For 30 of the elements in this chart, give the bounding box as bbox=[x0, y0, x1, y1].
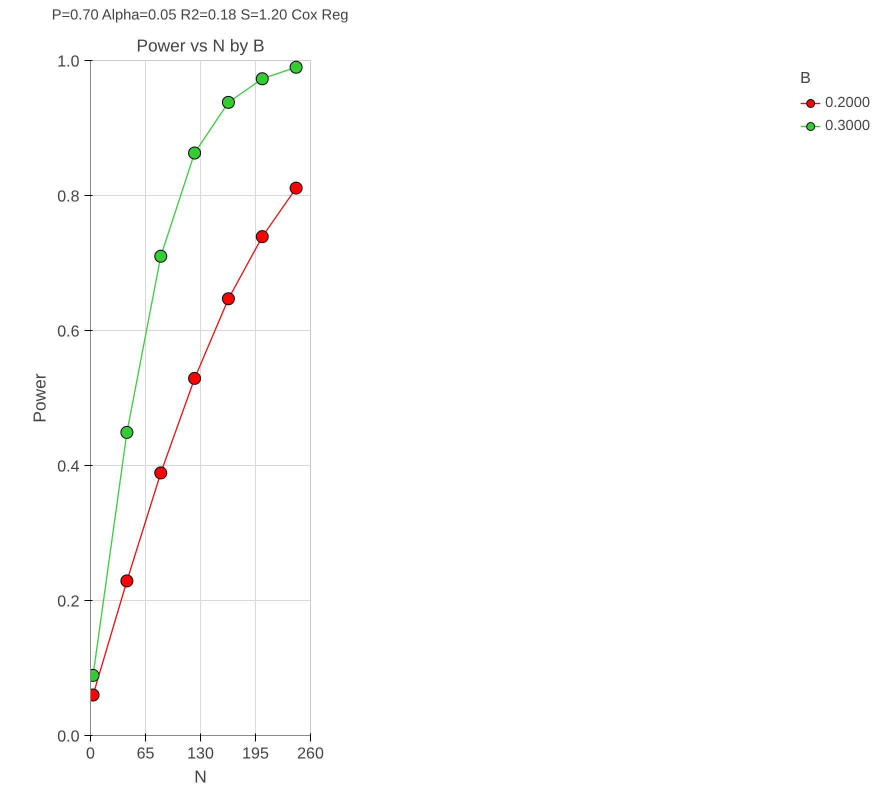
point bbox=[120, 574, 134, 588]
chart-subtitle: P=0.70 Alpha=0.05 R2=0.18 S=1.20 Cox Reg bbox=[52, 8, 348, 24]
y-tick-label: 0.2 bbox=[57, 594, 80, 610]
point bbox=[290, 60, 303, 74]
y-tick-label: 0.8 bbox=[57, 188, 80, 206]
x-tick-label: 195 bbox=[242, 746, 269, 762]
point bbox=[222, 292, 235, 306]
point bbox=[256, 230, 269, 244]
point bbox=[290, 182, 303, 195]
point bbox=[188, 372, 202, 385]
x-tick-label: 260 bbox=[297, 746, 324, 762]
legend-label: 0.2000 bbox=[825, 95, 870, 111]
legend-title: B bbox=[800, 70, 812, 88]
y-tick-label: 0.6 bbox=[57, 324, 80, 340]
point bbox=[154, 466, 168, 480]
y-tick-label: 0.0 bbox=[57, 728, 80, 746]
y-axis-title: Power bbox=[29, 373, 50, 423]
point bbox=[222, 96, 235, 109]
y-tick-label: 1.0 bbox=[57, 54, 80, 70]
chart-title: Power vs N by B bbox=[136, 36, 265, 56]
point bbox=[256, 72, 269, 86]
point bbox=[154, 250, 168, 263]
point bbox=[120, 426, 134, 439]
x-tick-label: 0 bbox=[86, 746, 96, 762]
legend-label: 0.3000 bbox=[825, 118, 870, 134]
y-tick-label: 0.4 bbox=[57, 458, 80, 476]
x-axis-title: N bbox=[194, 766, 207, 786]
x-tick-label: 130 bbox=[187, 746, 214, 762]
point bbox=[188, 146, 202, 160]
x-tick-label: 65 bbox=[136, 746, 154, 762]
